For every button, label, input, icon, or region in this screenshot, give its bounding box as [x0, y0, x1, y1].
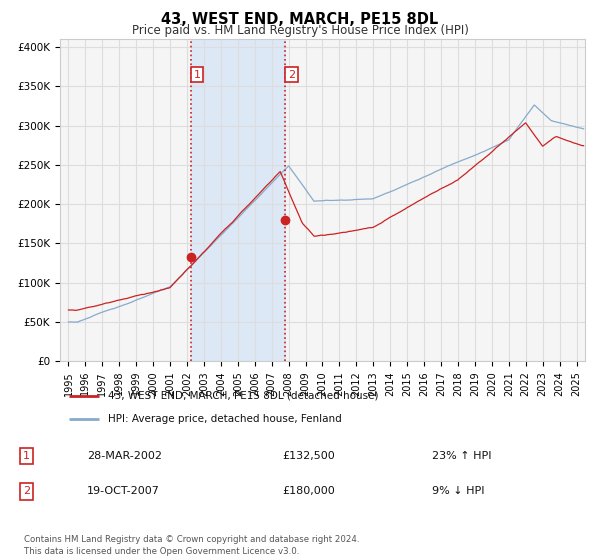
Text: 9% ↓ HPI: 9% ↓ HPI	[433, 487, 485, 496]
Text: 28-MAR-2002: 28-MAR-2002	[87, 451, 162, 461]
Text: 2: 2	[23, 487, 30, 496]
Text: Contains HM Land Registry data © Crown copyright and database right 2024.
This d: Contains HM Land Registry data © Crown c…	[24, 535, 359, 556]
Text: 1: 1	[23, 451, 30, 461]
Text: 43, WEST END, MARCH, PE15 8DL: 43, WEST END, MARCH, PE15 8DL	[161, 12, 439, 27]
Text: 19-OCT-2007: 19-OCT-2007	[87, 487, 160, 496]
Text: 23% ↑ HPI: 23% ↑ HPI	[433, 451, 492, 461]
Text: HPI: Average price, detached house, Fenland: HPI: Average price, detached house, Fenl…	[107, 414, 341, 424]
Bar	[568, 39, 585, 361]
Text: 43, WEST END, MARCH, PE15 8DL (detached house): 43, WEST END, MARCH, PE15 8DL (detached …	[107, 391, 378, 401]
Text: 1: 1	[193, 69, 200, 80]
Text: £132,500: £132,500	[283, 451, 335, 461]
Text: 2: 2	[288, 69, 295, 80]
Text: Price paid vs. HM Land Registry's House Price Index (HPI): Price paid vs. HM Land Registry's House …	[131, 24, 469, 36]
Bar	[191, 39, 285, 361]
Text: £180,000: £180,000	[283, 487, 335, 496]
